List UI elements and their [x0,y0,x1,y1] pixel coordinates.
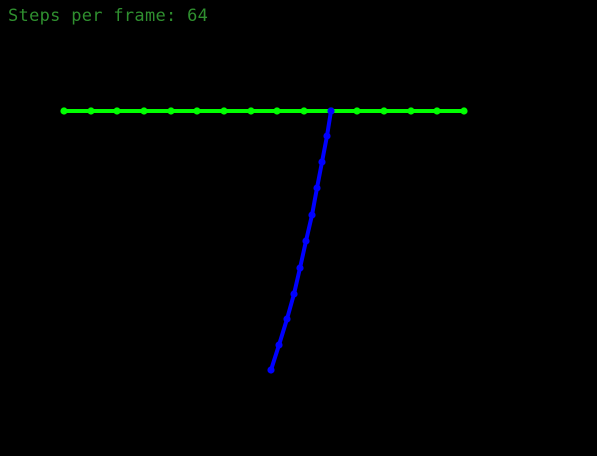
green-rope-node [193,107,201,115]
green-rope-node [247,107,255,115]
green-rope-node [300,107,308,115]
green-rope-node [353,107,361,115]
blue-rope-node [283,315,291,323]
green-rope-node [113,107,121,115]
blue-rope-node [327,107,335,115]
green-rope-node [407,107,415,115]
blue-rope-node [302,237,310,245]
green-rope-node [273,107,281,115]
blue-rope-node [318,158,326,166]
green-rope-node [140,107,148,115]
green-rope-node [60,107,68,115]
blue-rope-node [323,132,331,140]
green-rope-node [167,107,175,115]
blue-rope-node [313,184,321,192]
green-rope-node [433,107,441,115]
green-rope-node [220,107,228,115]
blue-rope-node [275,341,283,349]
blue-rope-node [296,264,304,272]
blue-rope-node [290,290,298,298]
green-rope-node [380,107,388,115]
steps-per-frame-label: Steps per frame: 64 [8,6,209,26]
green-rope [60,107,468,115]
green-rope-node [87,107,95,115]
blue-rope-node [308,211,316,219]
blue-rope [267,107,335,374]
blue-rope-node [267,366,275,374]
blue-rope-segments [269,110,333,371]
green-rope-node [460,107,468,115]
